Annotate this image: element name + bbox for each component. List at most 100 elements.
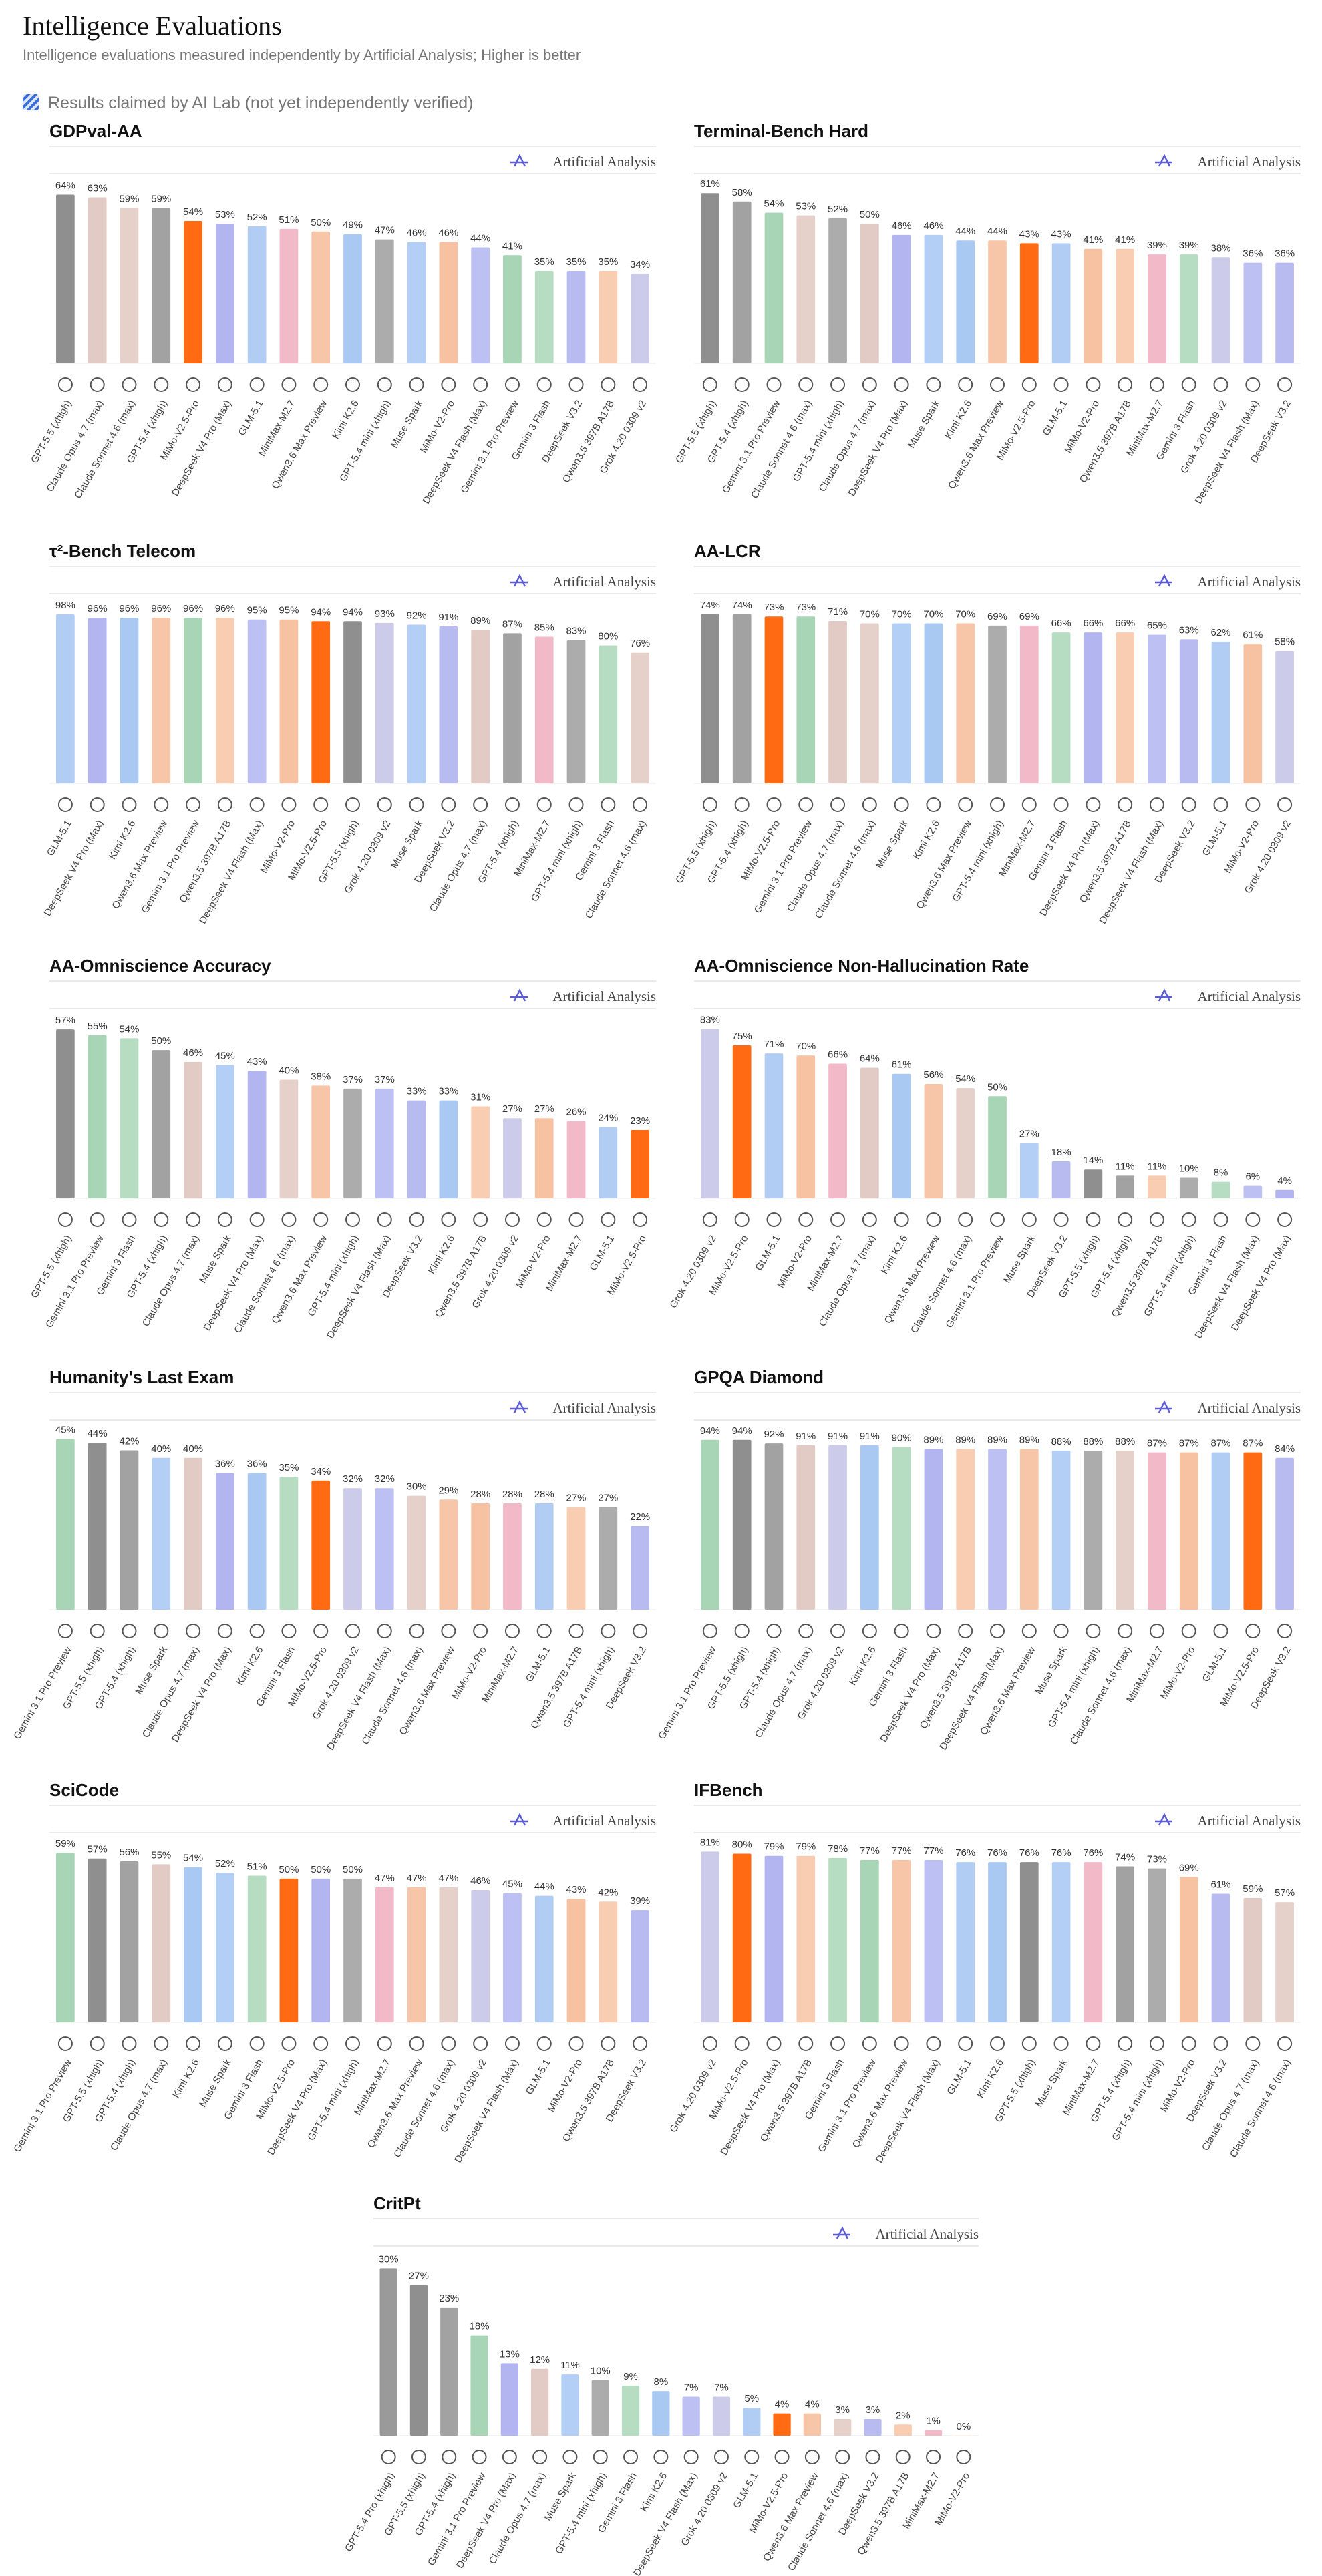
lab-icon — [562, 2450, 578, 2464]
bar — [1051, 632, 1071, 783]
value-label: 50% — [987, 1081, 1007, 1093]
lab-icon — [1021, 797, 1037, 812]
value-label: 18% — [1051, 1147, 1071, 1158]
lab-icon — [1149, 1212, 1164, 1227]
bar — [1019, 1449, 1039, 1610]
value-label: 28% — [470, 1489, 490, 1500]
bar — [503, 1503, 522, 1610]
x-tick-label: DeepSeek V4 Pro (Max) — [454, 2470, 518, 2570]
value-label: 56% — [119, 1847, 139, 1858]
lab-icon — [1118, 797, 1133, 812]
value-label: 94% — [732, 1425, 752, 1437]
x-tick-label: Gemini 3.1 Pro Preview — [943, 1233, 1006, 1330]
chart-title: τ²-Bench Telecom — [49, 541, 196, 561]
bar — [152, 208, 171, 363]
lab-icon — [154, 1624, 169, 1638]
value-label: 83% — [700, 1015, 720, 1026]
bar — [375, 239, 394, 363]
x-tick-label: DeepSeek V4 Flash (Max) — [1097, 818, 1166, 926]
value-label: 74% — [1115, 1851, 1135, 1863]
lab-icon — [249, 2036, 265, 2051]
x-tick-label: Qwen3.6 Max Preview — [914, 818, 974, 911]
value-label: 44% — [987, 226, 1007, 237]
x-tick-label: DeepSeek V4 Flash (Max) — [420, 398, 489, 506]
bar — [184, 1457, 202, 1610]
x-tick-label: Claude Opus 4.7 (max) — [785, 818, 846, 914]
lab-icon — [958, 377, 973, 392]
value-label: 27% — [502, 1103, 522, 1115]
lab-icon — [249, 1212, 265, 1227]
value-label: 10% — [1179, 1163, 1199, 1174]
lab-icon — [186, 1212, 201, 1227]
value-label: 59% — [55, 1838, 75, 1849]
lab-icon — [926, 2450, 941, 2464]
value-label: 98% — [55, 600, 75, 611]
lab-icon — [830, 797, 846, 812]
value-label: 45% — [215, 1050, 235, 1061]
lab-icon — [472, 2450, 487, 2464]
value-label: 59% — [119, 193, 139, 204]
value-label: 75% — [732, 1031, 752, 1042]
lab-icon — [990, 1212, 1005, 1227]
lab-icon — [958, 1624, 973, 1638]
x-tick-label: Claude Opus 4.7 (max) — [753, 1644, 814, 1740]
bar — [892, 1860, 911, 2022]
bar — [892, 1447, 911, 1610]
x-tick-label: MiMo-V2-Pro — [1158, 1644, 1198, 1701]
lab-icon — [1053, 1624, 1069, 1638]
value-label: 50% — [343, 1864, 363, 1875]
lab-icon — [186, 2036, 201, 2051]
bar — [1148, 1868, 1166, 2022]
chart: τ²-Bench Telecom Artificial Analysis 98% GL… — [42, 541, 656, 926]
value-label: 89% — [470, 615, 490, 626]
x-tick-label: DeepSeek V4 Flash (Max) — [1193, 1233, 1262, 1340]
value-label: 46% — [183, 1047, 203, 1059]
lab-icon — [1245, 2036, 1261, 2051]
value-label: 42% — [598, 1887, 618, 1898]
x-tick-label: Qwen3.6 Max Preview — [761, 2470, 821, 2563]
bar — [343, 1488, 362, 1610]
value-label: 66% — [828, 1049, 848, 1060]
lab-icon — [1086, 1624, 1101, 1638]
value-label: 61% — [700, 178, 720, 190]
bar — [1116, 1866, 1135, 2022]
x-tick-label: Muse Spark — [197, 2057, 234, 2109]
bar — [152, 618, 171, 783]
x-tick-label: Qwen3.6 Max Preview — [850, 2057, 911, 2150]
value-label: 70% — [923, 608, 943, 620]
lab-icon — [766, 1624, 782, 1638]
x-tick-label: Claude Sonnet 4.6 (max) — [749, 398, 814, 500]
lab-icon — [798, 377, 814, 392]
lab-icon — [766, 377, 782, 392]
bar — [631, 652, 649, 783]
value-label: 37% — [375, 1074, 395, 1085]
bar — [599, 270, 618, 363]
value-label: 94% — [311, 606, 331, 618]
lab-icon — [186, 377, 201, 392]
value-label: 44% — [955, 226, 975, 237]
lab-icon — [1021, 377, 1037, 392]
lab-icon — [409, 2036, 424, 2051]
lab-icon — [895, 2450, 911, 2464]
lab-icon — [990, 2036, 1005, 2051]
lab-icon — [926, 1624, 941, 1638]
lab-icon — [633, 1212, 648, 1227]
lab-icon — [633, 797, 648, 812]
bar — [247, 1875, 267, 2022]
value-label: 47% — [438, 1873, 458, 1884]
bar — [279, 619, 299, 783]
value-label: 40% — [151, 1443, 171, 1455]
watermark-icon — [510, 574, 528, 587]
value-label: 41% — [1083, 234, 1103, 246]
x-tick-label: Kimi K2.6 — [170, 2057, 202, 2100]
bar — [599, 1507, 618, 1610]
x-tick-label: Claude Sonnet 4.6 (max) — [908, 1233, 974, 1335]
lab-icon — [313, 377, 329, 392]
bar — [407, 1887, 426, 2022]
lab-icon — [473, 2036, 488, 2051]
watermark: Artificial Analysis — [875, 2226, 979, 2242]
lab-icon — [1118, 2036, 1133, 2051]
chart-title: AA-Omniscience Accuracy — [49, 956, 271, 976]
lab-icon — [1086, 1212, 1101, 1227]
